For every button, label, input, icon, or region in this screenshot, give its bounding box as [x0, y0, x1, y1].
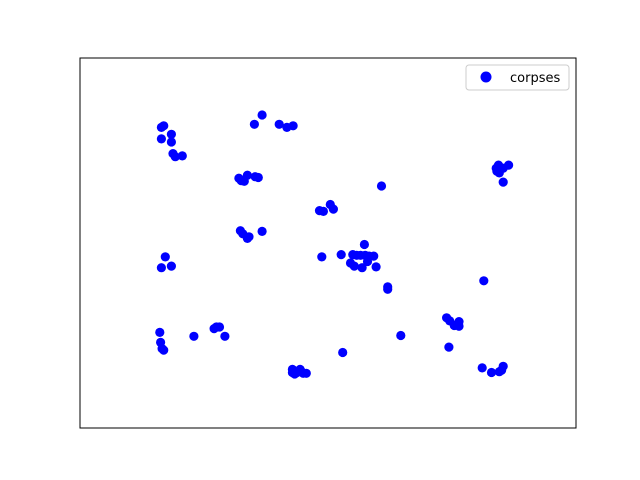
- data-point: [159, 121, 169, 131]
- data-point: [498, 361, 508, 371]
- data-point: [244, 232, 254, 242]
- plot-frame: [79, 57, 577, 429]
- data-point: [166, 137, 176, 147]
- data-point: [383, 282, 393, 292]
- data-point: [288, 121, 298, 131]
- data-point: [479, 276, 489, 286]
- data-point: [504, 160, 514, 170]
- legend-marker: [480, 71, 492, 83]
- data-point: [160, 252, 170, 262]
- data-point: [328, 204, 338, 214]
- data-point: [486, 367, 497, 378]
- scatter-points: [155, 110, 514, 379]
- data-point: [477, 363, 487, 373]
- data-point: [177, 151, 187, 161]
- data-point: [257, 110, 267, 120]
- data-point: [242, 170, 252, 180]
- data-point: [159, 345, 169, 355]
- data-point: [297, 367, 307, 377]
- data-point: [454, 321, 464, 331]
- data-point: [362, 256, 373, 267]
- data-point: [170, 152, 180, 162]
- data-point: [359, 239, 369, 250]
- plot-area: [80, 58, 576, 428]
- data-point: [396, 330, 406, 341]
- data-point: [287, 364, 297, 374]
- data-point: [253, 172, 263, 183]
- data-point: [444, 342, 454, 352]
- data-point: [338, 347, 348, 358]
- data-point: [274, 119, 284, 129]
- legend-label: corpses: [510, 71, 560, 86]
- data-point: [155, 327, 165, 337]
- data-point: [156, 134, 166, 144]
- data-point: [249, 119, 259, 129]
- data-point: [357, 263, 367, 273]
- data-point: [317, 252, 327, 262]
- data-point: [156, 263, 166, 273]
- data-point: [166, 261, 176, 271]
- data-point: [349, 261, 359, 271]
- data-point: [371, 262, 381, 272]
- data-point: [318, 206, 328, 216]
- data-point: [166, 129, 176, 139]
- legend: corpses: [465, 64, 570, 91]
- data-point: [220, 331, 230, 341]
- data-point: [214, 322, 225, 332]
- data-point: [498, 177, 508, 187]
- legend-box: [465, 64, 570, 91]
- data-point: [336, 250, 346, 260]
- data-point: [376, 181, 387, 191]
- data-point: [257, 226, 267, 236]
- data-point: [189, 331, 199, 341]
- data-point: [369, 251, 379, 261]
- data-point: [494, 168, 504, 178]
